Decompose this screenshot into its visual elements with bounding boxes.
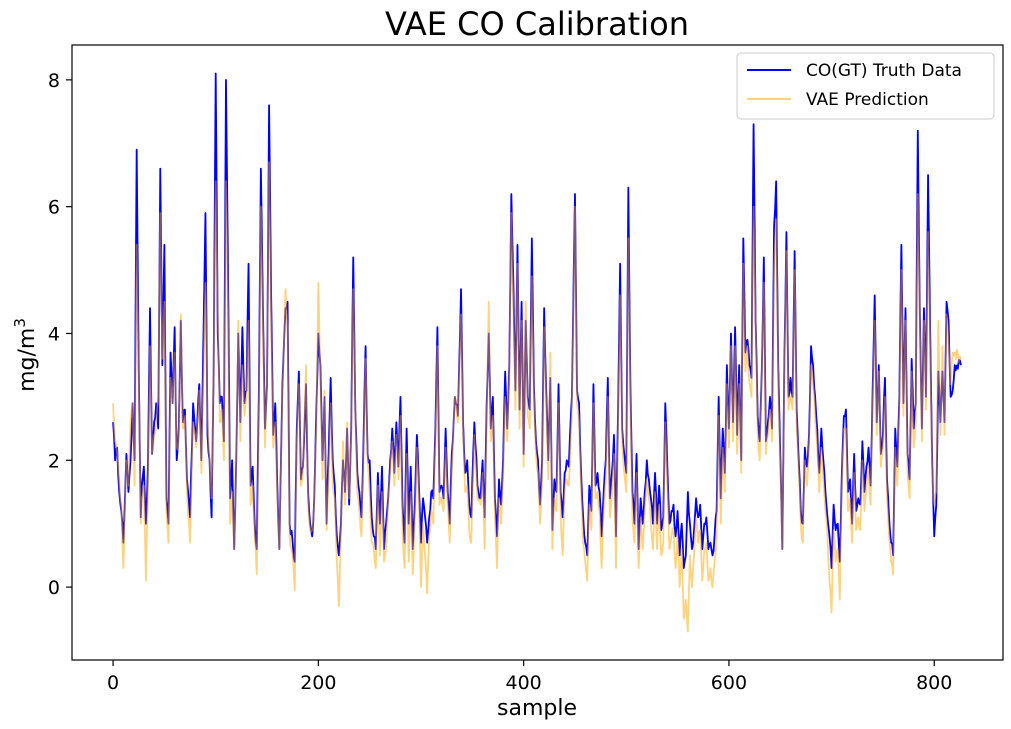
chart-title: VAE CO Calibration: [385, 5, 689, 43]
y-tick-label: 8: [48, 70, 60, 92]
plot-frame: [71, 44, 1004, 661]
x-tick-label: 800: [916, 672, 952, 694]
y-axis-label: mg/m3: [11, 318, 40, 392]
y-tick-label: 4: [48, 323, 60, 345]
plot-area: [71, 44, 1004, 661]
legend-box: [736, 52, 995, 120]
x-tick-label: 600: [711, 672, 747, 694]
x-axis-label: sample: [497, 696, 577, 721]
y-axis: 0 2 4 6 8: [48, 70, 72, 599]
x-tick-label: 200: [300, 672, 336, 694]
x-tick-label: 0: [107, 672, 119, 694]
y-tick-label: 6: [48, 197, 60, 219]
series-group: [112, 72, 962, 633]
y-tick-label: 0: [48, 577, 60, 599]
x-axis: 0 200 400 600 800: [107, 660, 952, 694]
y-tick-label: 2: [48, 450, 60, 472]
legend-label-truth: CO(GT) Truth Data: [806, 61, 962, 81]
series-line-prediction: [112, 161, 962, 633]
y-axis-label-superscript: 3: [11, 318, 29, 328]
y-axis-label-main: mg/m: [15, 328, 40, 392]
legend: CO(GT) Truth Data VAE Prediction: [736, 52, 995, 120]
legend-label-prediction: VAE Prediction: [806, 90, 929, 110]
x-tick-label: 400: [506, 672, 542, 694]
